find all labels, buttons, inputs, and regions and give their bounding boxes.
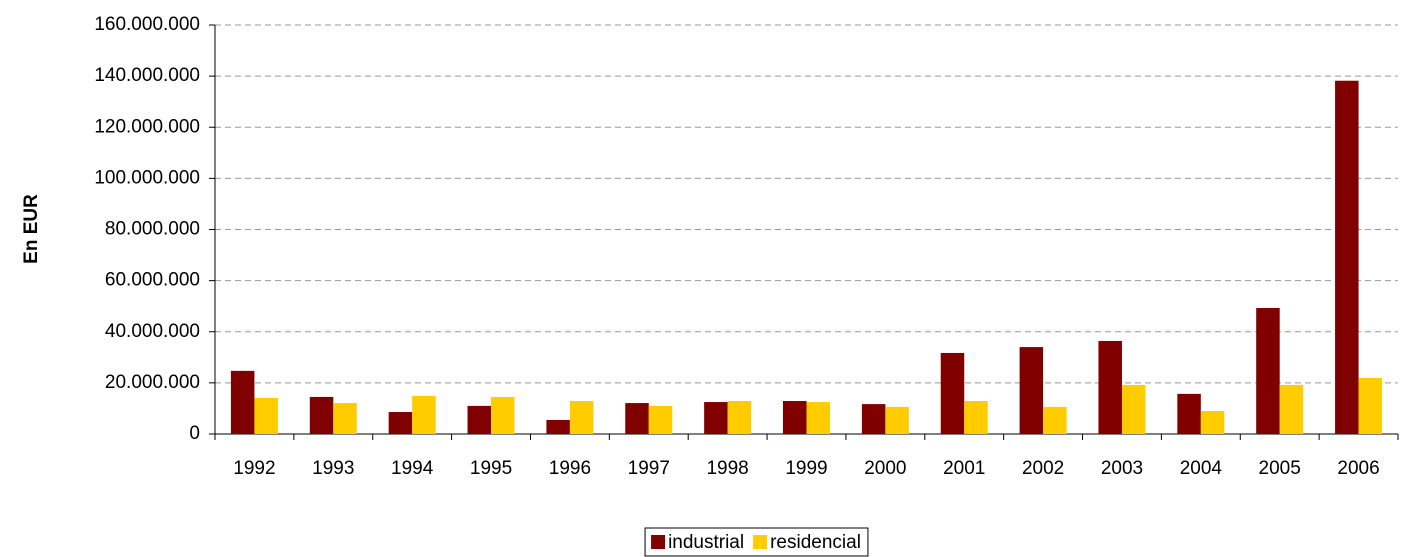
x-tick-label: 1997 [628, 458, 670, 479]
x-tick-label: 1993 [312, 458, 354, 479]
y-tick-label: 40.000.000 [105, 321, 200, 342]
legend-swatch [753, 535, 768, 549]
bar [727, 401, 752, 434]
bar [388, 412, 413, 434]
bar [254, 397, 278, 434]
y-tick-label: 100.000.000 [94, 167, 200, 188]
x-tick-label: 1994 [391, 458, 434, 479]
bar [1256, 307, 1280, 434]
bar [1200, 410, 1225, 434]
bar [964, 401, 988, 434]
bar [1019, 347, 1044, 434]
bar [1177, 393, 1201, 434]
bar [806, 402, 830, 434]
x-tick-label: 1995 [470, 458, 512, 479]
bar [625, 403, 649, 434]
x-tick-label: 2002 [1022, 458, 1064, 479]
x-tick-label: 2004 [1180, 458, 1223, 479]
y-tick-label: 140.000.000 [94, 65, 200, 86]
bar [569, 401, 594, 434]
x-tick-label: 1998 [706, 458, 748, 479]
bar [1335, 80, 1359, 434]
bar [230, 370, 255, 434]
bar [1279, 384, 1304, 434]
x-tick-label: 2001 [943, 458, 985, 479]
bar [546, 419, 570, 434]
bar [491, 396, 515, 434]
bar [648, 405, 673, 434]
y-tick-label: 0 [189, 423, 200, 444]
y-tick-label: 120.000.000 [94, 116, 200, 137]
bar [1098, 340, 1122, 434]
bar [309, 396, 334, 434]
bar [467, 405, 492, 434]
y-tick-label: 80.000.000 [105, 219, 200, 240]
x-tick-label: 2005 [1259, 458, 1301, 479]
x-tick-label: 2003 [1101, 458, 1143, 479]
y-axis-title: En EUR [21, 194, 42, 264]
y-tick-label: 20.000.000 [105, 372, 200, 393]
x-tick-label: 1992 [233, 458, 275, 479]
bar [940, 352, 965, 434]
x-tick-label: 1999 [785, 458, 827, 479]
legend-label: residencial [770, 532, 861, 553]
y-tick-label: 60.000.000 [105, 270, 200, 291]
bar [1121, 384, 1146, 434]
bar [1358, 378, 1383, 434]
bar [861, 404, 886, 434]
bar [704, 402, 728, 434]
x-tick-label: 2006 [1337, 458, 1379, 479]
bar [885, 406, 909, 434]
x-tick-label: 2000 [864, 458, 906, 479]
legend-swatch [651, 535, 666, 549]
bar [333, 403, 357, 434]
bar [412, 395, 436, 434]
y-tick-label: 160.000.000 [94, 14, 200, 35]
bar [783, 401, 807, 434]
bar [1043, 406, 1067, 434]
x-tick-label: 1996 [549, 458, 591, 479]
legend-label: industrial [668, 532, 744, 553]
